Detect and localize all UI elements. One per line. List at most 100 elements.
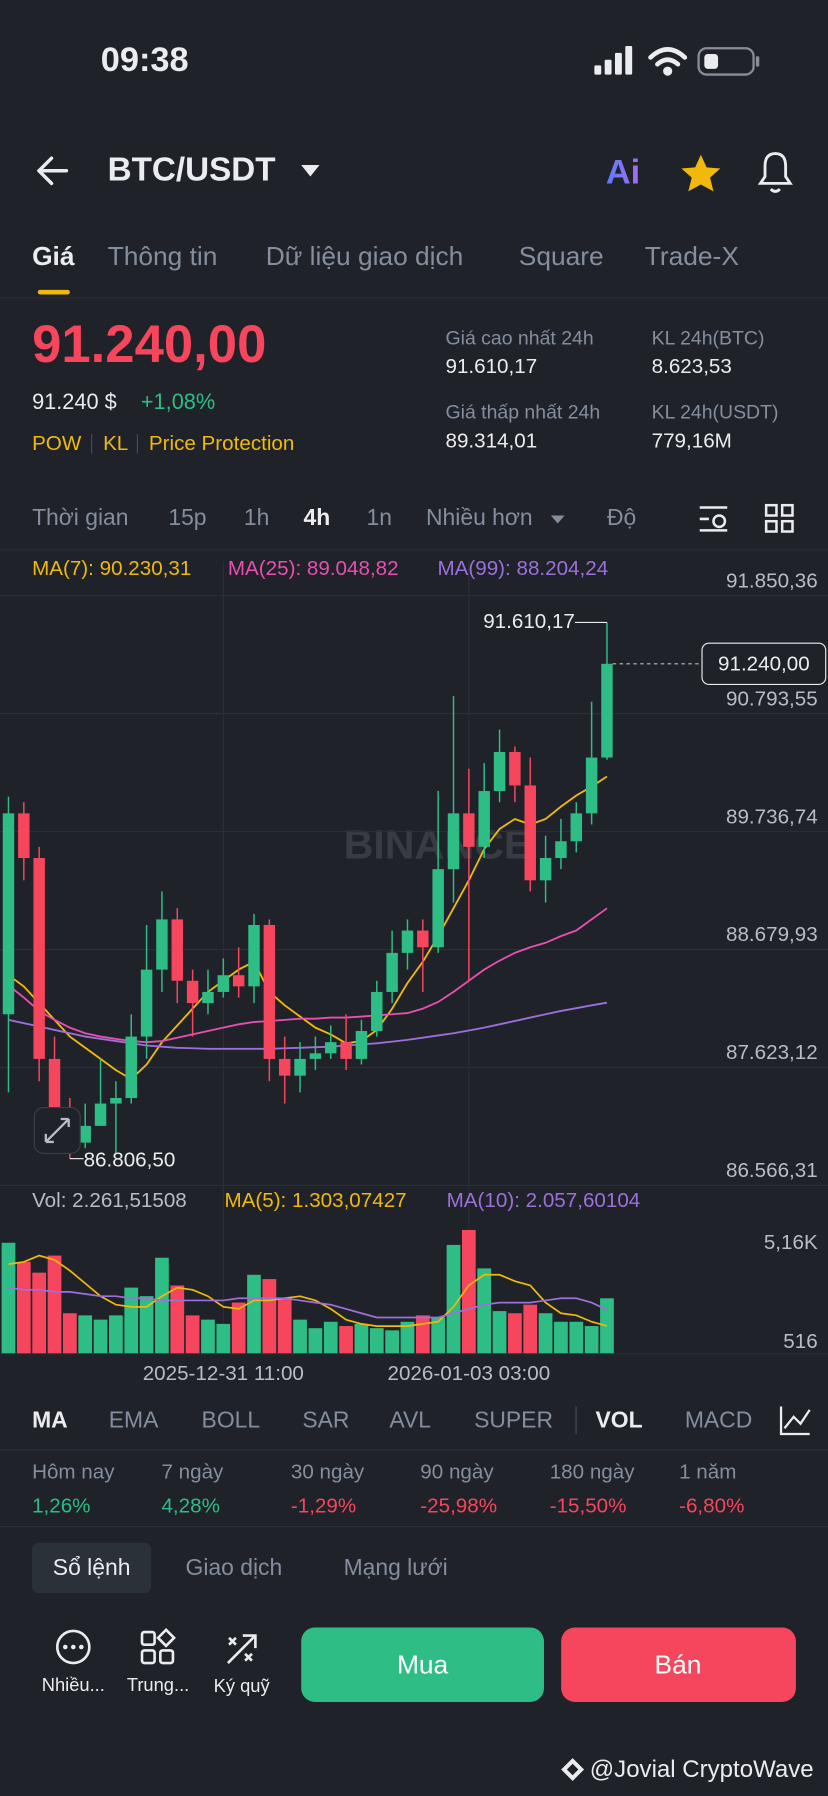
last-price: 91.240,00 (32, 315, 266, 374)
expand-button[interactable] (33, 1107, 81, 1154)
buy-button[interactable] (301, 1627, 544, 1702)
bottom-tab[interactable]: Mạng lưới (344, 1554, 448, 1580)
ai-button[interactable]: Ai (606, 153, 640, 191)
alert-bell[interactable] (757, 152, 793, 193)
interval[interactable]: Độ (607, 504, 636, 530)
wifi-icon (648, 47, 688, 76)
volume-bar (400, 1321, 415, 1354)
volume-ma-legend: MA(10): 2.057,60104 (447, 1189, 641, 1212)
period-label: 7 ngày (161, 1460, 224, 1483)
tag[interactable]: KL (103, 432, 128, 455)
y-tick-label: 91.850,36 (726, 569, 818, 592)
back-button[interactable] (37, 156, 69, 186)
stat-value: 89.314,01 (445, 430, 537, 453)
period-label: 30 ngày (291, 1460, 365, 1483)
volume-bar (508, 1313, 522, 1354)
candle-body (601, 663, 613, 758)
ma-line (7, 907, 608, 1044)
volume-bar (155, 1257, 169, 1354)
candle-body (186, 980, 199, 1004)
volume-bar (277, 1298, 292, 1354)
stat-label: KL 24h(USDT) (652, 402, 779, 424)
volume-bar (308, 1328, 323, 1354)
interval[interactable]: Thời gian (32, 504, 128, 530)
period-change: -15,50% (550, 1495, 627, 1518)
ma-line (7, 775, 608, 1081)
indicator[interactable]: BOLL (202, 1406, 261, 1432)
volume-bar (385, 1330, 399, 1354)
volume-bar (170, 1285, 185, 1354)
stat-label: Giá thấp nhất 24h (445, 402, 600, 424)
y-tick-label: 90.793,55 (726, 687, 818, 710)
period-change: 4,28% (161, 1495, 219, 1518)
pair-title[interactable]: BTC/USDT (108, 152, 276, 189)
volume-bar (477, 1268, 492, 1354)
candlestick-chart: BINANCE91.850,3690.793,5589.736,7488.679… (0, 557, 828, 1385)
action-label[interactable]: Ký quỹ (214, 1675, 271, 1696)
more-dropdown[interactable] (550, 515, 565, 524)
signal-icon (594, 45, 633, 75)
candle-body (355, 1031, 368, 1059)
volume-bar (32, 1272, 47, 1354)
stat-label: KL 24h(BTC) (652, 327, 765, 349)
settings-icon[interactable] (699, 506, 728, 532)
tab[interactable]: Square (519, 241, 604, 271)
layout-icon[interactable] (764, 503, 794, 533)
tab[interactable]: Thông tin (108, 241, 218, 271)
interval[interactable]: 15p (168, 504, 206, 530)
favorite-star[interactable] (681, 154, 721, 192)
candle-body (401, 930, 414, 953)
volume-bar (1, 1242, 16, 1354)
candle-body (309, 1053, 322, 1059)
tab[interactable]: Dữ liệu giao dịch (266, 241, 464, 271)
volume-bar (16, 1261, 31, 1354)
volume-bar (523, 1304, 538, 1354)
volume-bar (185, 1315, 200, 1354)
indicator[interactable]: MA (32, 1406, 68, 1432)
interval[interactable]: 4h (303, 504, 330, 530)
volume-bar (339, 1326, 353, 1354)
candle-body (48, 1058, 61, 1115)
interval[interactable]: Nhiều hơn (426, 504, 533, 530)
indicator[interactable]: SAR (302, 1406, 349, 1432)
sell-label[interactable]: Bán (655, 1649, 702, 1679)
action-icons (55, 1627, 257, 1665)
volume-tick-label: 516 (783, 1330, 817, 1353)
volume-bar (461, 1229, 476, 1354)
candle-body (110, 1097, 122, 1104)
interval[interactable]: 1h (244, 504, 269, 530)
action-label[interactable]: Trung... (127, 1674, 189, 1695)
tag[interactable]: POW (32, 432, 82, 455)
period-change: -6,80% (679, 1495, 744, 1518)
volume-bar (247, 1274, 261, 1354)
tab[interactable]: Giá (32, 241, 75, 271)
buy-label[interactable]: Mua (397, 1649, 449, 1679)
tab[interactable]: Trade-X (645, 241, 740, 271)
period-label: 180 ngày (550, 1460, 635, 1483)
volume-ma-line (8, 1254, 608, 1327)
indicator[interactable]: EMA (109, 1406, 159, 1432)
indicator-settings[interactable] (779, 1406, 811, 1436)
status-time: 09:38 (101, 41, 189, 79)
stat-value: 8.623,53 (652, 355, 732, 378)
candle-body (386, 952, 398, 992)
ma-legend: MA(99): 88.204,24 (437, 557, 608, 580)
sell-button[interactable] (561, 1627, 796, 1702)
action-label[interactable]: Nhiều... (42, 1674, 105, 1695)
pair-dropdown[interactable] (301, 165, 320, 177)
price-change: +1,08% (141, 389, 215, 414)
volume-bar (538, 1313, 553, 1354)
bottom-tab[interactable]: Sổ lệnh (53, 1554, 131, 1580)
indicator[interactable]: MACD (685, 1406, 752, 1432)
period-label: 90 ngày (420, 1460, 494, 1483)
volume-ma-legend: MA(5): 1.303,07427 (224, 1189, 406, 1212)
interval[interactable]: 1n (366, 504, 391, 530)
tag[interactable]: Price Protection (149, 432, 294, 455)
ma-legend: MA(25): 89.048,82 (228, 557, 399, 580)
bottom-tab[interactable]: Giao dịch (186, 1554, 283, 1580)
indicator[interactable]: SUPER (474, 1406, 553, 1432)
indicator[interactable]: AVL (389, 1406, 431, 1432)
candle-body (478, 791, 490, 847)
indicator[interactable]: VOL (596, 1406, 643, 1432)
